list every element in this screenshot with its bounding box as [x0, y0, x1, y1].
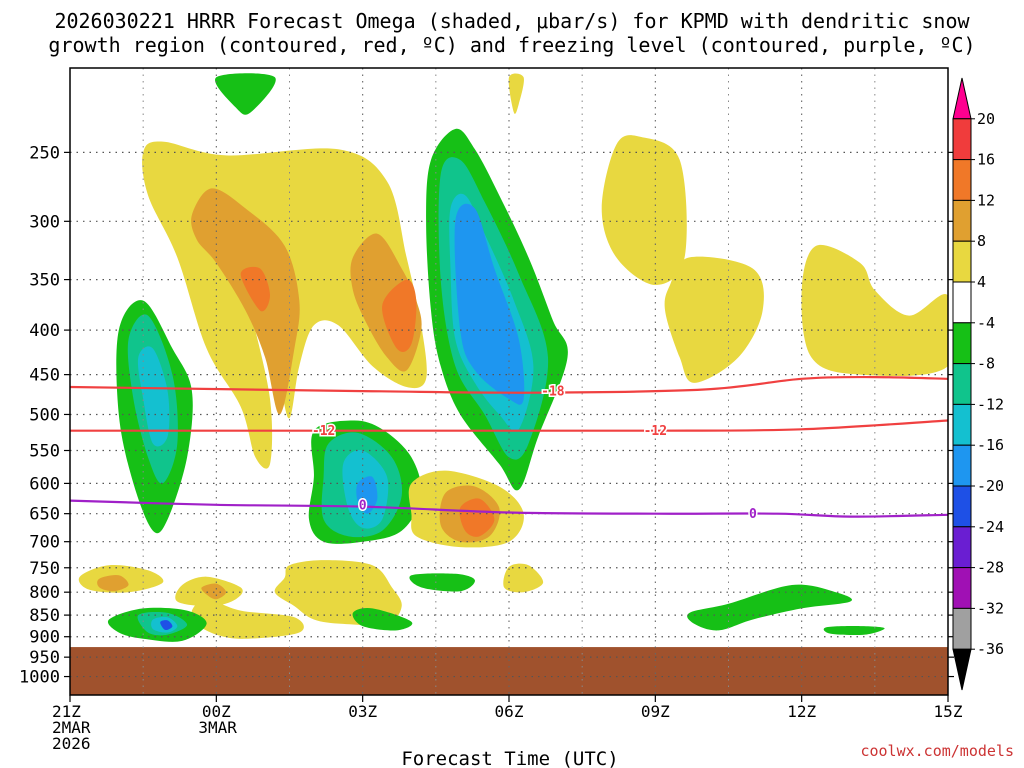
- ytick-label-1000: 1000: [19, 668, 60, 688]
- omega-region-27: [191, 599, 304, 639]
- colorbar-label-3: 8: [977, 232, 986, 250]
- contour-dendritic-bottom: [70, 419, 948, 432]
- omega-region-31: [160, 620, 173, 631]
- ytick-label-400: 400: [29, 321, 60, 341]
- omega-region-4: [382, 279, 417, 352]
- omega-region-37: [508, 73, 524, 114]
- colorbar-label-5: -4: [977, 314, 995, 332]
- contour-labels-layer: -18 -12 -12 0 0: [310, 383, 758, 524]
- omega-region-25: [201, 583, 227, 600]
- x-axis-label: Forecast Time (UTC): [401, 748, 618, 768]
- ytick-label-250: 250: [29, 143, 60, 163]
- y-axis: 2503003504004505005506006507007508008509…: [19, 143, 954, 688]
- colorbar-label-11: -28: [977, 559, 1004, 577]
- omega-region-32: [352, 608, 413, 631]
- colorbar-swatch-6: [952, 322, 972, 365]
- colorbar-swatch-3: [952, 199, 972, 242]
- contour-label-2: -12: [644, 424, 667, 439]
- omega-region-34: [503, 563, 544, 593]
- colorbar-bottom-arrow: [952, 648, 972, 691]
- omega-region-19: [601, 135, 687, 285]
- colorbar-label-9: -20: [977, 477, 1004, 495]
- omega-region-11: [137, 346, 170, 447]
- omega-region-21: [801, 244, 948, 377]
- omega-region-20: [664, 256, 764, 383]
- colorbar-swatch-5: [952, 281, 972, 324]
- contour-lines-layer: [70, 375, 948, 518]
- omega-region-8: [454, 203, 525, 405]
- ytick-label-950: 950: [29, 648, 60, 668]
- xtick-label-12-0: 09Z: [641, 702, 670, 721]
- xtick-label-0-1: 2MAR: [52, 718, 91, 737]
- omega-shading-layer: [78, 73, 948, 642]
- colorbar-label-4: 4: [977, 273, 986, 291]
- colorbar-label-13: -36: [977, 640, 1004, 658]
- ytick-label-500: 500: [29, 405, 60, 425]
- xtick-label-6-0: 03Z: [348, 702, 377, 721]
- colorbar-swatch-11: [952, 526, 972, 569]
- ytick-label-600: 600: [29, 474, 60, 494]
- grid-lines: [70, 68, 948, 695]
- ytick-label-300: 300: [29, 212, 60, 232]
- contour-label-1: -12: [312, 424, 335, 439]
- ytick-label-800: 800: [29, 583, 60, 603]
- ytick-label-350: 350: [29, 271, 60, 291]
- ground-terrain: [70, 647, 948, 695]
- chart-title-line-1: 2026030221 HRRR Forecast Omega (shaded, …: [54, 9, 970, 33]
- omega-region-23: [97, 575, 129, 592]
- colorbar-swatch-8: [952, 403, 972, 446]
- colorbar-label-2: 12: [977, 191, 995, 209]
- colorbar-swatch-7: [952, 363, 972, 405]
- omega-region-38: [215, 73, 276, 115]
- ytick-label-650: 650: [29, 505, 60, 525]
- omega-region-15: [356, 476, 378, 514]
- colorbar-label-12: -32: [977, 599, 1004, 617]
- colorbar-label-1: 16: [977, 151, 995, 169]
- omega-region-1: [191, 188, 300, 415]
- contour-label-0: -18: [541, 385, 565, 400]
- xtick-label-9-0: 06Z: [495, 702, 524, 721]
- colorbar-label-6: -8: [977, 355, 995, 373]
- contour-freezing-level: [70, 499, 948, 518]
- credit-text: coolwx.com/models: [860, 742, 1014, 760]
- chart-title-line-2: growth region (contoured, red, ºC) and f…: [48, 33, 976, 57]
- ytick-label-550: 550: [29, 442, 60, 462]
- omega-region-2: [240, 266, 270, 312]
- omega-region-35: [687, 584, 853, 631]
- colorbar-swatch-10: [952, 485, 972, 528]
- xtick-label-0-0: 21Z: [52, 702, 81, 721]
- colorbar-label-0: 20: [977, 110, 995, 128]
- colorbar-swatch-2: [952, 159, 972, 201]
- colorbar-label-8: -16: [977, 436, 1004, 454]
- colorbar-top-arrow: [952, 77, 972, 120]
- ytick-label-450: 450: [29, 366, 60, 386]
- omega-region-18: [459, 498, 495, 537]
- colorbar-label-10: -24: [977, 518, 1004, 536]
- xtick-label-18-0: 15Z: [934, 702, 963, 721]
- contour-label-3: 0: [359, 498, 367, 513]
- colorbar: 20 16 12 8 4 -4 -8 -12 -16 -20 -24 -28 -32 -36: [952, 77, 1004, 691]
- ytick-label-750: 750: [29, 559, 60, 579]
- xtick-label-3-0: 00Z: [202, 702, 231, 721]
- ytick-label-850: 850: [29, 606, 60, 626]
- contour-dendritic-top: [70, 375, 948, 394]
- colorbar-swatch-1: [952, 118, 972, 161]
- ytick-label-700: 700: [29, 533, 60, 553]
- ytick-label-900: 900: [29, 628, 60, 648]
- contour-label-4: 0: [749, 507, 757, 522]
- colorbar-swatch-13: [952, 607, 972, 650]
- colorbar-swatch-9: [952, 444, 972, 487]
- omega-region-36: [823, 626, 885, 636]
- colorbar-label-7: -12: [977, 395, 1004, 413]
- omega-region-33: [409, 573, 475, 592]
- colorbar-swatch-12: [952, 567, 972, 609]
- colorbar-swatch-4: [952, 240, 972, 283]
- xtick-label-3-1: 3MAR: [198, 718, 237, 737]
- xtick-label-15-0: 12Z: [787, 702, 816, 721]
- xtick-label-0-2: 2026: [52, 734, 91, 753]
